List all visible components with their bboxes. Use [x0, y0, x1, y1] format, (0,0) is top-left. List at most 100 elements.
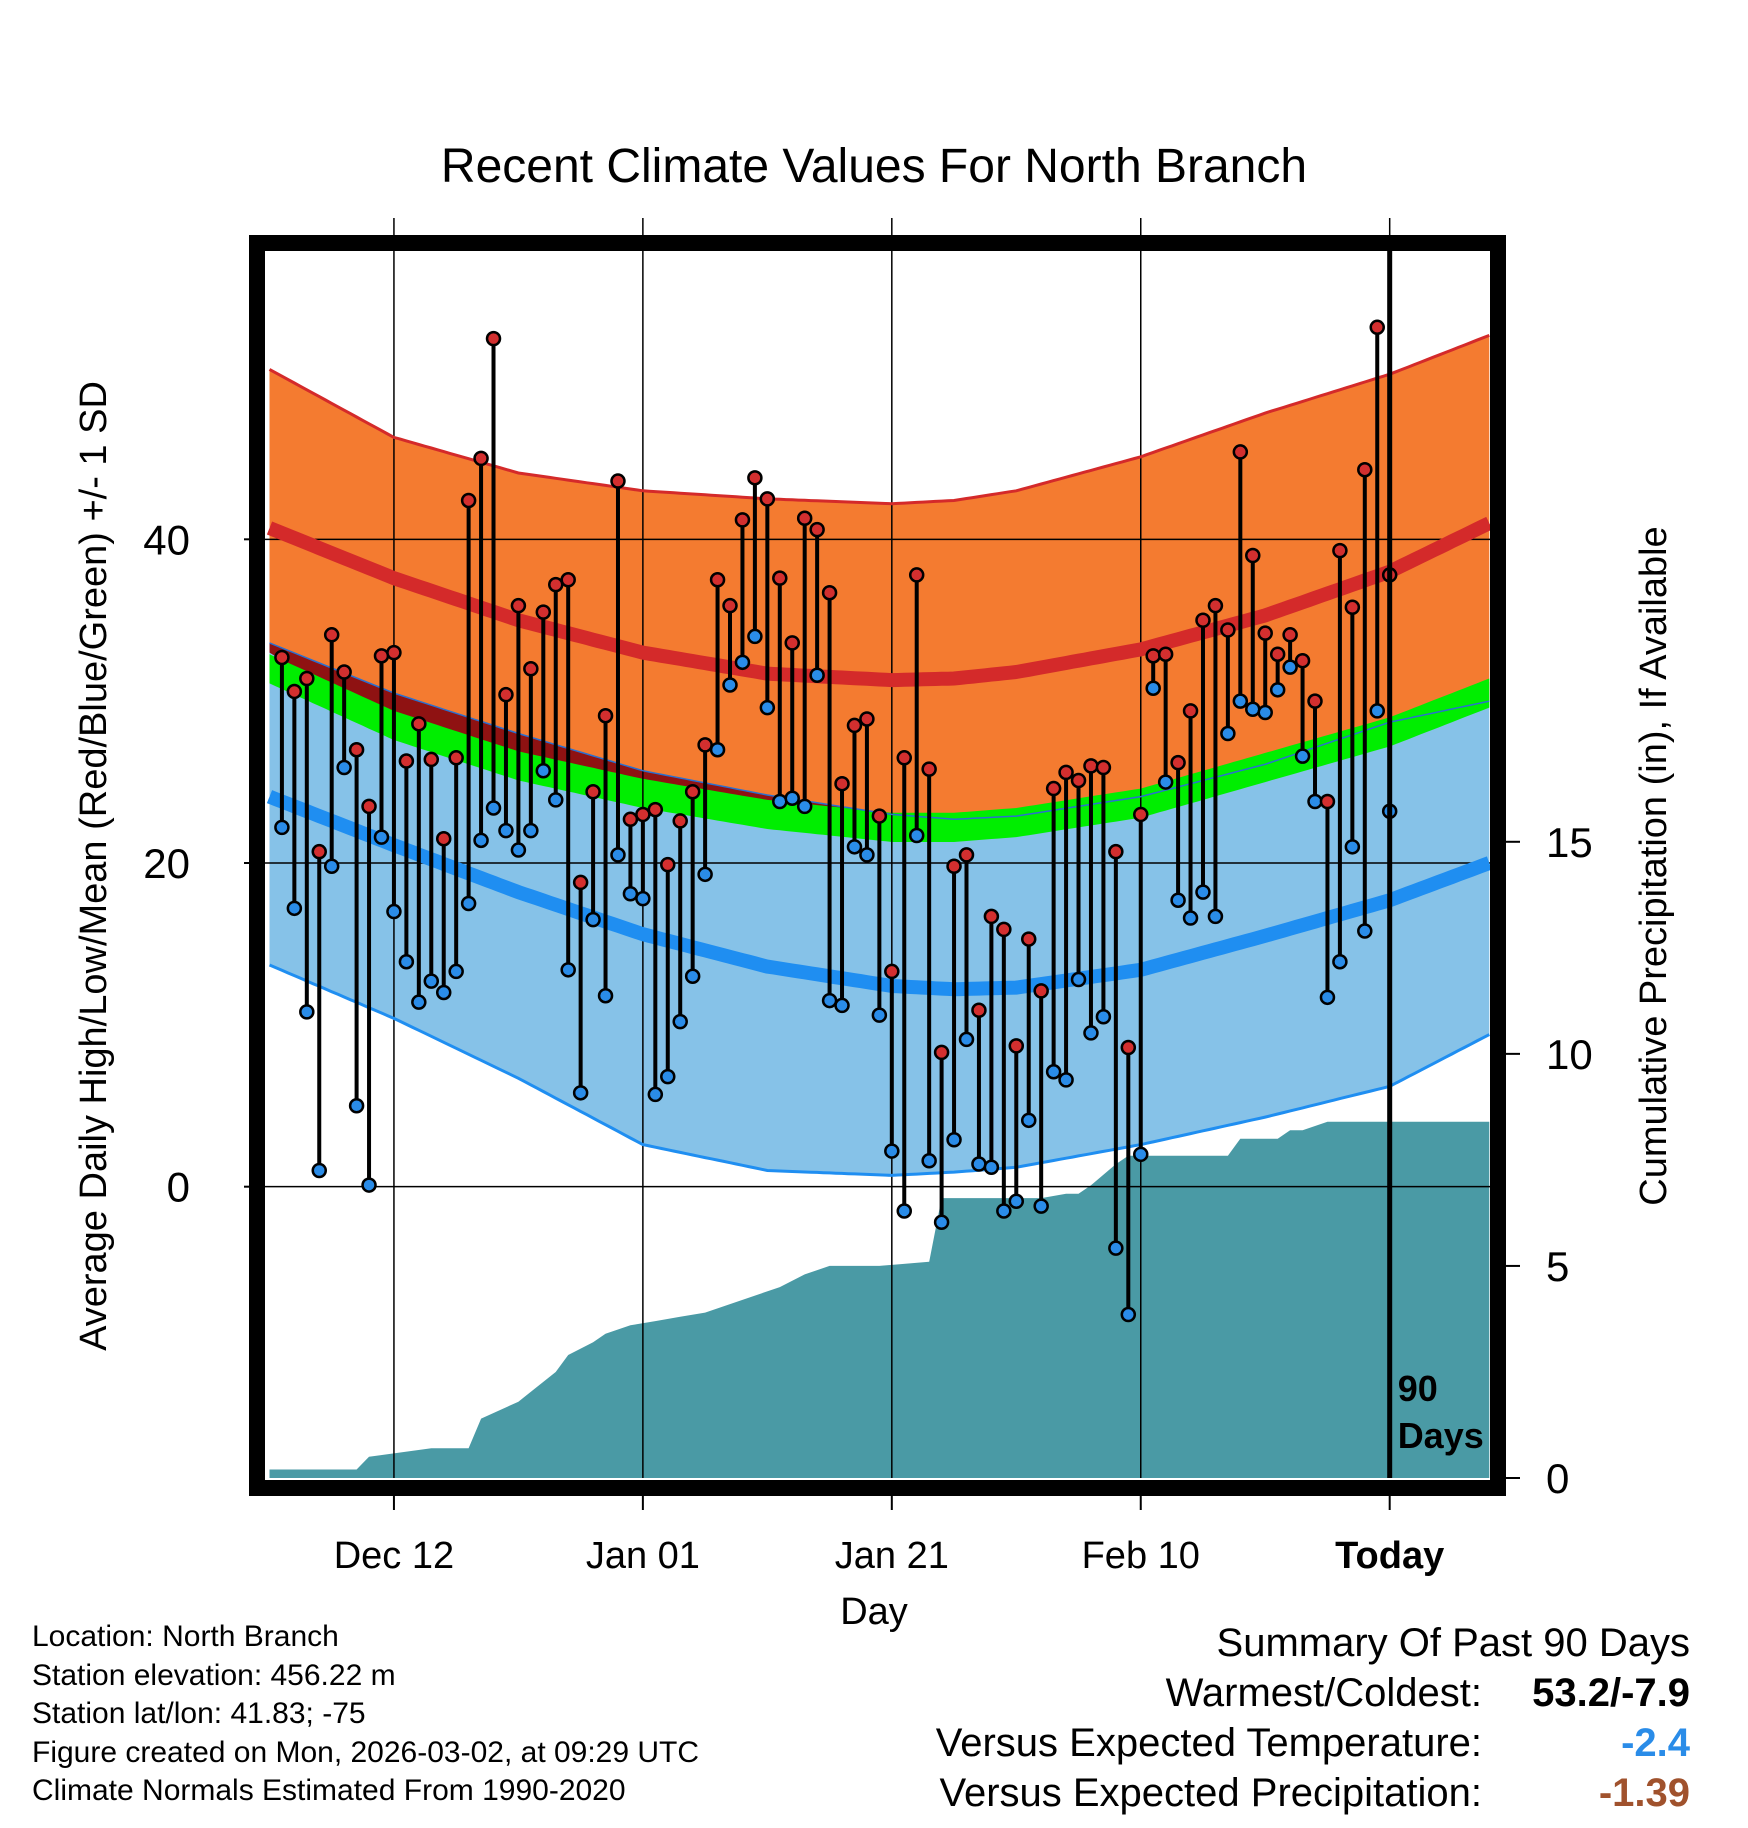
daily-low-point [1120, 1306, 1137, 1323]
daily-high-point [908, 567, 925, 583]
daily-low-point [734, 654, 751, 671]
daily-high-point [1245, 547, 1261, 564]
daily-high-point [1319, 793, 1336, 810]
daily-low-point [846, 839, 863, 855]
daily-low-point [448, 963, 464, 980]
warmest-label: Warmest/Coldest: [1165, 1671, 1482, 1715]
daily-low-point [884, 1143, 900, 1159]
daily-high-point [435, 830, 452, 847]
daily-high-point [361, 798, 377, 815]
daily-high-point [722, 597, 738, 614]
daily-low-point [348, 1098, 365, 1114]
mean-band [269, 654, 1490, 842]
daily-high-point [1257, 625, 1273, 641]
daily-high-point [834, 775, 850, 792]
daily-high-point [784, 635, 800, 651]
daily-low-point [796, 798, 813, 815]
daily-high-point [1157, 646, 1174, 662]
daily-low-point [1045, 1064, 1062, 1080]
daily-low-point [1269, 682, 1286, 698]
daily-high-point [796, 510, 813, 527]
daily-high-point [958, 847, 975, 863]
daily-high-point [398, 753, 415, 769]
daily-high-point [1220, 622, 1236, 638]
daily-low-point [560, 962, 576, 978]
daily-low-point [759, 699, 776, 716]
daily-high-point [336, 664, 352, 680]
daily-low-point [1033, 1198, 1049, 1214]
daily-low-point [1133, 1146, 1149, 1163]
daily-high-point [274, 649, 290, 666]
daily-low-point [286, 900, 303, 917]
daily-high-point [921, 761, 937, 777]
daily-low-point [274, 819, 290, 836]
daily-low-point [398, 953, 415, 970]
normals-period: Climate Normals Estimated From 1990-2020 [32, 1774, 626, 1807]
daily-low-point [983, 1159, 1000, 1176]
daily-high-point [510, 597, 527, 614]
daily-low-point [1195, 884, 1211, 900]
daily-low-point [1319, 989, 1336, 1006]
summary-temp-row: Versus Expected Temperature: -2.4 [936, 1718, 1690, 1768]
daily-low-point [933, 1214, 950, 1231]
daily-high-point [585, 784, 601, 800]
daily-high-point [660, 856, 676, 873]
daily-low-point [510, 842, 527, 858]
daily-high-point [1332, 542, 1348, 559]
today-annotation-count: 90 [1398, 1368, 1438, 1409]
x-tick-label: Today [1335, 1535, 1444, 1577]
daily-low-point [996, 1203, 1012, 1219]
daily-low-point [1083, 1025, 1099, 1041]
daily-low-point [411, 994, 427, 1010]
daily-low-point [485, 800, 502, 816]
daily-low-point [473, 832, 489, 849]
daily-high-point [1108, 843, 1124, 860]
daily-low-point [361, 1177, 377, 1193]
daily-high-point [460, 492, 477, 509]
daily-low-point [585, 911, 601, 928]
daily-high-point [983, 908, 1000, 925]
daily-low-point [772, 793, 788, 810]
plot-frame [249, 235, 1506, 1496]
daily-high-point [971, 1002, 987, 1019]
daily-high-point [498, 686, 514, 703]
summary-panel: Summary Of Past 90 Days Warmest/Coldest:… [936, 1618, 1690, 1818]
daily-low-point [435, 984, 452, 1001]
daily-high-point [1045, 780, 1062, 797]
station-location: Location: North Branch [32, 1620, 339, 1653]
daily-low-point [709, 741, 726, 758]
daily-high-point [1269, 646, 1286, 662]
daily-low-point [921, 1153, 937, 1169]
daily-low-point [747, 628, 763, 645]
daily-high-point [485, 330, 502, 347]
daily-high-point [697, 737, 713, 753]
daily-low-point [834, 997, 850, 1014]
daily-high-point [1020, 931, 1037, 947]
daily-low-point [1257, 704, 1273, 721]
daily-high-point [859, 711, 875, 727]
daily-low-point [672, 1013, 688, 1030]
daily-high-point [647, 801, 664, 818]
daily-high-point [1182, 703, 1199, 719]
daily-high-point [1369, 319, 1385, 336]
x-tick-label: Jan 01 [586, 1535, 700, 1577]
daily-low-point [946, 1132, 962, 1148]
daily-low-point [423, 973, 440, 989]
daily-low-point [323, 858, 340, 874]
daily-high-point [1344, 599, 1361, 616]
daily-low-point [460, 895, 477, 912]
daily-high-point [996, 921, 1012, 938]
daily-low-point [610, 847, 626, 863]
daily-low-point [535, 763, 552, 779]
y2-tick-label: 5 [1546, 1243, 1569, 1290]
daily-low-point [1282, 659, 1298, 675]
daily-high-point [411, 716, 427, 732]
daily-low-point [311, 1162, 328, 1179]
daily-high-point [1232, 444, 1249, 460]
daily-low-point [859, 847, 875, 863]
x-tick-label: Feb 10 [1082, 1535, 1200, 1577]
daily-high-point [1120, 1039, 1137, 1056]
today-annotation-days: Days [1398, 1415, 1484, 1456]
daily-low-point [1220, 725, 1236, 742]
